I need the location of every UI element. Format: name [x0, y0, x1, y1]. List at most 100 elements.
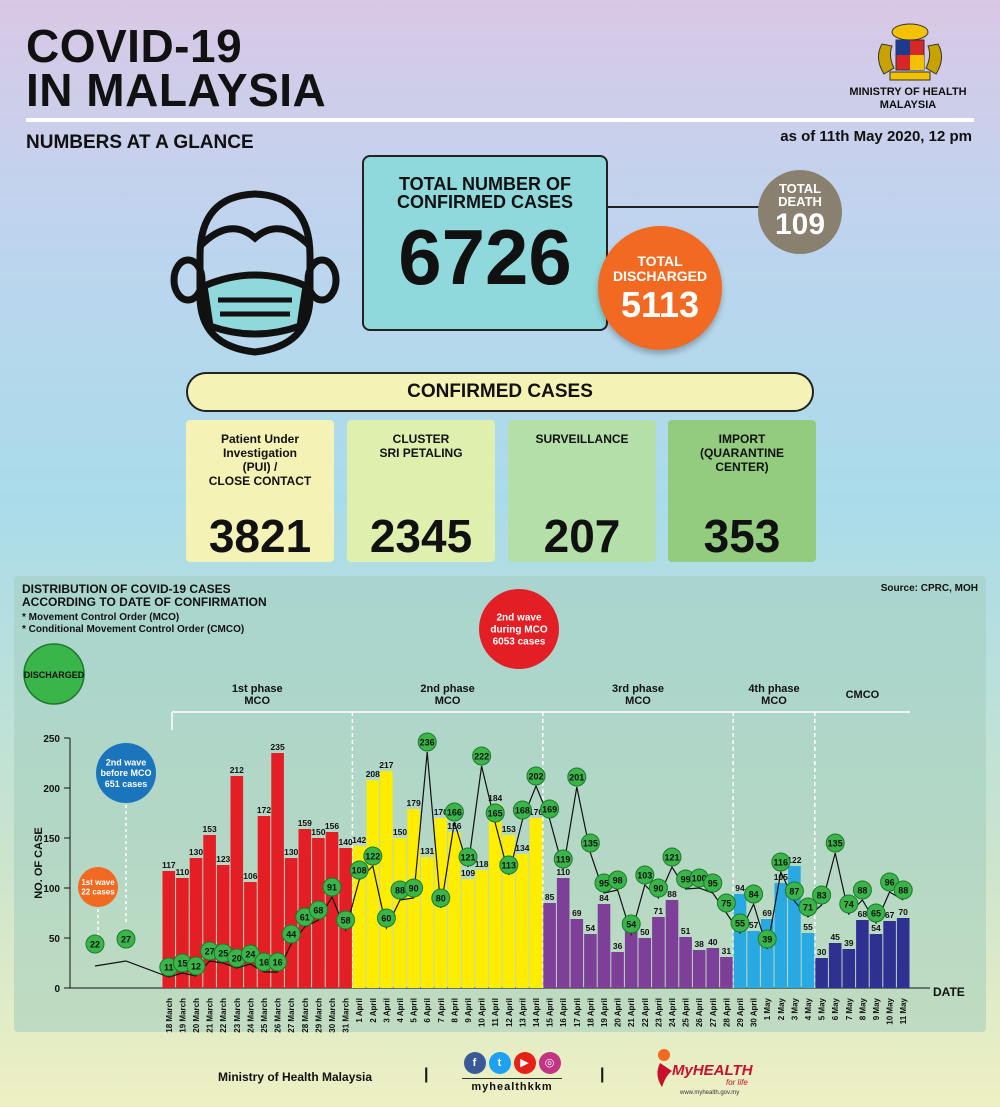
discharged-value-label: 88 — [857, 886, 867, 896]
x-tick-label: 24 March — [246, 998, 255, 1033]
x-tick-label: 22 March — [219, 998, 228, 1033]
note-mco: * Movement Control Order (MCO) — [22, 612, 180, 623]
bar-value-label: 39 — [844, 938, 854, 948]
case-card-label: SURVEILLANCE — [508, 432, 656, 492]
total-confirmed-box: TOTAL NUMBER OF CONFIRMED CASES 6726 — [362, 155, 608, 331]
x-tick-label: 29 April — [736, 998, 745, 1027]
bar — [815, 958, 828, 988]
discharged-value-label: 202 — [528, 772, 543, 782]
discharged-value-label: 80 — [436, 894, 446, 904]
bar — [556, 878, 570, 988]
phase-label: 2nd phase — [420, 683, 474, 695]
bar-value-label: 50 — [640, 927, 650, 937]
wave-bubble-text: 2nd wave — [496, 613, 541, 624]
masked-face-icon — [170, 190, 340, 356]
bar — [189, 858, 203, 988]
discharged-marker — [757, 929, 777, 949]
bar-value-label: 110 — [176, 867, 190, 877]
discharged-marker — [540, 799, 560, 819]
bar — [244, 882, 257, 988]
total-death-value: 109 — [774, 208, 826, 241]
x-tick-label: 26 March — [274, 998, 283, 1033]
bar — [475, 870, 488, 988]
bar-value-label: 30 — [817, 947, 827, 957]
total-discharged-label: TOTAL DISCHARGED — [598, 254, 722, 284]
bar-value-label: 57 — [749, 920, 759, 930]
x-tick-label: 25 March — [260, 998, 269, 1033]
discharged-value-label: 39 — [762, 935, 772, 945]
discharged-value-label: 99 — [681, 875, 691, 885]
bar-value-label: 156 — [447, 821, 461, 831]
x-tick-label: 1 April — [355, 998, 364, 1023]
discharged-value-label: 96 — [885, 878, 895, 888]
x-tick-label: 9 April — [464, 998, 473, 1023]
discharged-marker — [662, 847, 682, 867]
discharged-marker — [458, 847, 478, 867]
bar-value-label: 45 — [830, 932, 840, 942]
bar-value-label: 31 — [722, 946, 732, 956]
instagram-icon[interactable]: ◎ — [538, 1052, 561, 1074]
discharged-value-label: 103 — [637, 871, 652, 881]
bar-value-label: 69 — [762, 908, 772, 918]
wave-bubble-text: 22 cases — [81, 888, 115, 897]
discharged-marker — [404, 878, 424, 898]
discharged-value-label: 54 — [626, 920, 636, 930]
discharged-marker — [499, 855, 519, 875]
discharged-marker — [608, 870, 628, 890]
wave-bubble-text: 6053 cases — [493, 637, 546, 648]
myhealth-url[interactable]: www.myhealth.gov.my — [680, 1090, 740, 1096]
discharged-marker — [893, 880, 913, 900]
case-card-label: Patient Under Investigation (PUI) / CLOSE C… — [186, 432, 334, 492]
bar-value-label: 235 — [271, 742, 285, 752]
bar — [597, 904, 611, 988]
bar — [366, 780, 380, 988]
x-tick-label: 27 March — [287, 998, 296, 1033]
x-tick-label: 4 April — [396, 998, 405, 1023]
discharged-value-label: 95 — [599, 879, 609, 889]
discharged-value-label: 165 — [488, 809, 503, 819]
legend-discharged-marker — [23, 643, 85, 705]
bar — [352, 846, 366, 988]
bar — [856, 920, 869, 988]
bar — [733, 894, 747, 988]
bar — [420, 857, 434, 988]
discharged-marker — [852, 880, 872, 900]
bar — [461, 879, 475, 988]
bar-value-label: 208 — [366, 769, 380, 779]
connector-line — [608, 206, 768, 208]
case-card-label-line: (PUI) / — [242, 460, 278, 474]
myhealth-brand: MyHEALTH — [672, 1062, 753, 1079]
facebook-icon[interactable]: f — [463, 1052, 486, 1074]
total-discharged-label-1: TOTAL — [637, 253, 683, 269]
discharged-marker — [771, 852, 791, 872]
discharged-marker — [444, 802, 464, 822]
x-tick-label: 3 May — [790, 997, 799, 1020]
x-tick-label: 20 March — [192, 998, 201, 1033]
discharged-value-label: 25 — [218, 949, 228, 959]
x-tick-label: 22 April — [641, 998, 650, 1027]
wave-bubble-text: 2nd wave — [106, 757, 147, 767]
discharged-marker — [580, 833, 600, 853]
wave-bubble-text: during MCO — [490, 625, 547, 636]
bar — [665, 900, 679, 988]
x-tick-label: 14 April — [532, 998, 541, 1027]
discharged-marker — [281, 924, 301, 944]
x-tick-label: 30 March — [328, 998, 337, 1033]
social-handle[interactable]: myhealthkkm — [462, 1078, 562, 1093]
wave-bubble — [78, 867, 118, 907]
bar-value-label: 156 — [325, 821, 339, 831]
discharged-marker — [322, 877, 342, 897]
section-subtitle: NUMBERS AT A GLANCE — [26, 132, 254, 153]
discharged-value-label: 222 — [474, 752, 489, 762]
discharged-value-label: 16 — [259, 958, 269, 968]
x-axis-label: DATE — [933, 985, 965, 999]
x-tick-label: 5 May — [818, 997, 827, 1020]
x-tick-label: 6 April — [423, 998, 432, 1023]
twitter-icon[interactable]: t — [488, 1052, 511, 1074]
discharged-marker — [376, 908, 396, 928]
wave-bubble-text: before MCO — [100, 768, 151, 778]
x-tick-label: 29 March — [314, 998, 323, 1033]
discharged-value-label: 12 — [191, 962, 201, 972]
bar — [516, 854, 529, 988]
youtube-icon[interactable]: ▶ — [513, 1052, 536, 1074]
